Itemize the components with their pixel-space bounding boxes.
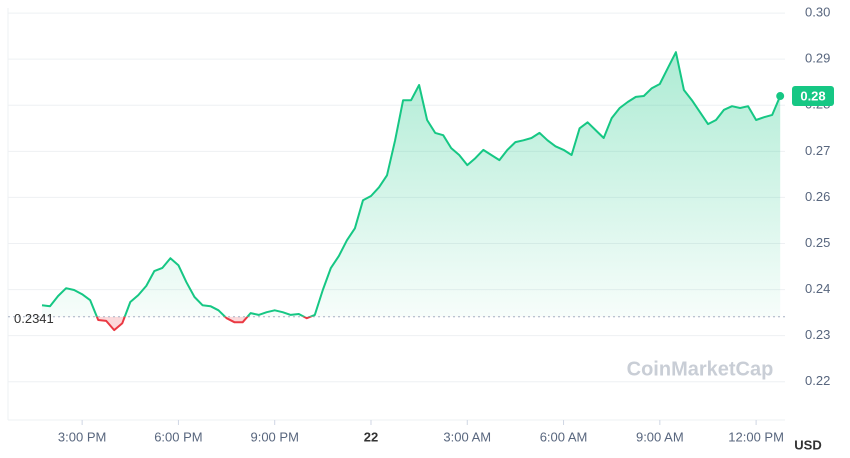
x-tick-label: 3:00 PM bbox=[58, 429, 106, 444]
y-tick-label: 0.25 bbox=[805, 235, 830, 250]
area-down bbox=[42, 316, 781, 331]
price-badge bbox=[792, 86, 834, 107]
x-tick-label: 3:00 AM bbox=[443, 429, 491, 444]
x-tick-label: 22 bbox=[364, 429, 378, 444]
area-up bbox=[42, 52, 781, 317]
y-tick-label: 0.30 bbox=[805, 5, 830, 20]
x-tick-label: 9:00 PM bbox=[250, 429, 298, 444]
y-tick-label: 0.26 bbox=[805, 189, 830, 204]
last-point bbox=[776, 92, 785, 101]
y-tick-label: 0.24 bbox=[805, 281, 830, 296]
price-badge-label: 0.28 bbox=[800, 88, 825, 103]
currency-label: USD bbox=[794, 437, 821, 452]
y-tick-label: 0.22 bbox=[805, 373, 830, 388]
reference-label: 0.2341 bbox=[14, 311, 54, 326]
x-tick-label: 6:00 PM bbox=[154, 429, 202, 444]
y-tick-label: 0.27 bbox=[805, 143, 830, 158]
x-tick-label: 12:00 PM bbox=[728, 429, 784, 444]
watermark: CoinMarketCap bbox=[627, 358, 774, 380]
price-line-up bbox=[41, 51, 782, 317]
x-tick-label: 9:00 AM bbox=[636, 429, 684, 444]
x-tick-label: 6:00 AM bbox=[540, 429, 588, 444]
y-tick-label: 0.29 bbox=[805, 51, 830, 66]
y-tick-label: 0.23 bbox=[805, 327, 830, 342]
